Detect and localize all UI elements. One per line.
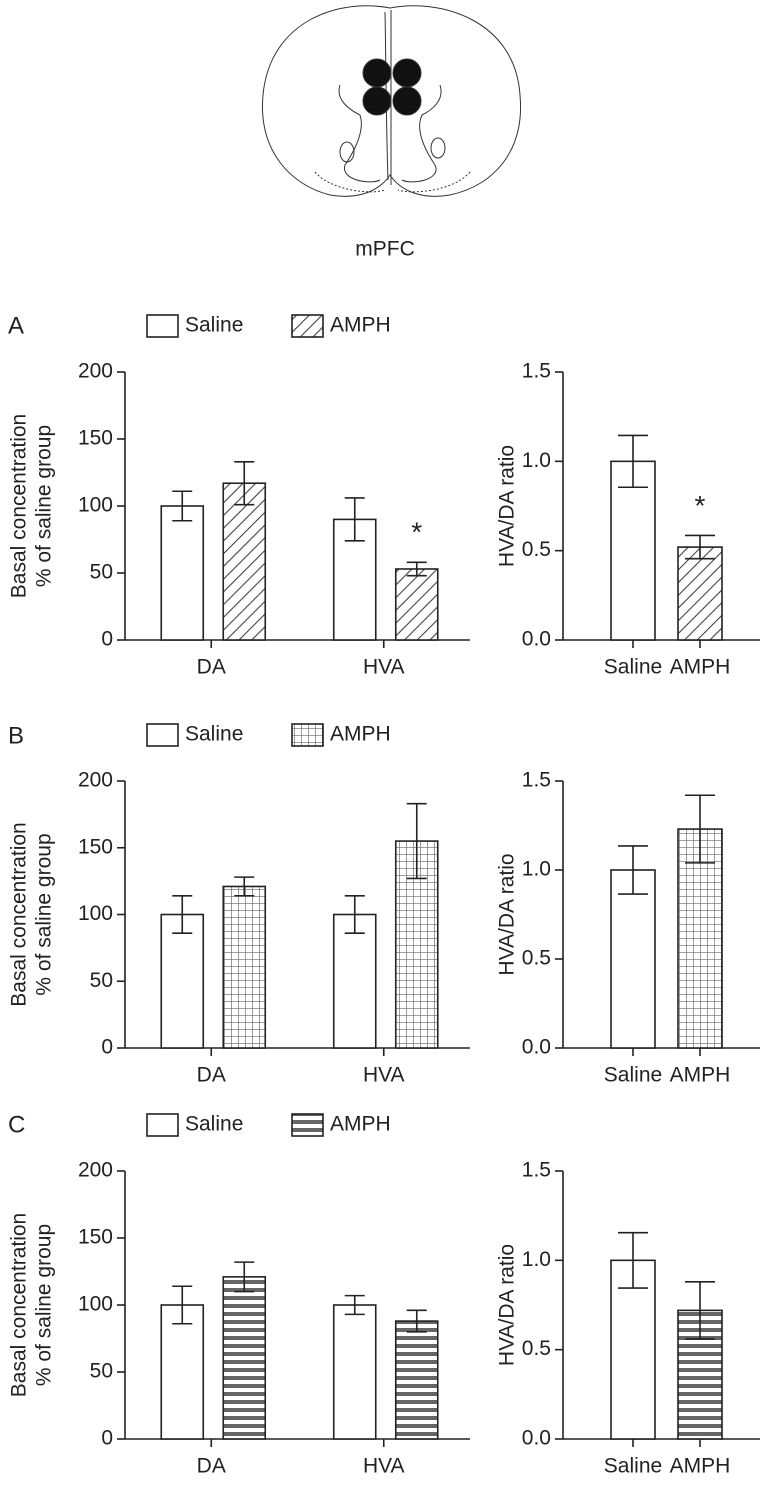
legend-swatch <box>146 723 179 747</box>
y-axis-label: Basal concentration <box>8 414 31 598</box>
legend-label: AMPH <box>330 1113 391 1136</box>
legend-label: AMPH <box>330 723 391 746</box>
y-axis-label: HVA/DA ratio <box>496 853 519 975</box>
legend-swatch <box>291 1113 324 1137</box>
bar <box>677 828 723 1049</box>
bar <box>160 1304 205 1440</box>
y-axis-label: % of saline group <box>33 833 56 995</box>
y-tick-label: 150 <box>78 427 113 450</box>
x-tick-label: Saline <box>604 1064 662 1087</box>
panel-letter: A <box>8 312 24 339</box>
x-tick-label: AMPH <box>670 656 731 679</box>
panel-letter: B <box>8 722 24 749</box>
x-tick-label: DA <box>197 1455 226 1478</box>
bar <box>677 546 723 641</box>
legend-swatch <box>146 314 179 338</box>
y-tick-label: 1.5 <box>522 360 551 383</box>
y-tick-label: 50 <box>90 1360 113 1383</box>
brain-diagram <box>262 5 522 197</box>
panel-letter: C <box>8 1111 25 1138</box>
bar <box>394 1320 439 1440</box>
bar <box>332 913 377 1049</box>
bar <box>332 1304 377 1440</box>
bar <box>610 869 656 1049</box>
bar <box>222 885 267 1049</box>
y-tick-label: 0.0 <box>522 1427 551 1450</box>
y-tick-label: 1.5 <box>522 769 551 792</box>
y-tick-label: 0 <box>101 628 113 651</box>
y-axis-label: % of saline group <box>33 425 56 587</box>
y-tick-label: 100 <box>78 494 113 517</box>
x-tick-label: Saline <box>604 1455 662 1478</box>
x-tick-label: HVA <box>363 1455 405 1478</box>
significance-label: * <box>695 490 706 521</box>
y-tick-label: 100 <box>78 902 113 925</box>
y-tick-label: 0.0 <box>522 1036 551 1059</box>
bar <box>160 913 205 1049</box>
y-tick-label: 0.5 <box>522 1337 551 1360</box>
y-tick-label: 150 <box>78 1226 113 1249</box>
x-tick-label: HVA <box>363 656 405 679</box>
x-tick-label: DA <box>197 1064 226 1087</box>
legend-label: Saline <box>185 1113 243 1136</box>
y-tick-label: 1.0 <box>522 449 551 472</box>
legend-swatch <box>291 723 324 747</box>
bar <box>394 568 439 641</box>
y-axis-label: Basal concentration <box>8 822 31 1006</box>
y-axis-label: HVA/DA ratio <box>496 445 519 567</box>
y-tick-label: 50 <box>90 969 113 992</box>
region-label: mPFC <box>355 238 415 261</box>
y-tick-label: 200 <box>78 1159 113 1182</box>
y-tick-label: 50 <box>90 561 113 584</box>
y-tick-label: 100 <box>78 1293 113 1316</box>
y-tick-label: 1.0 <box>522 1248 551 1271</box>
y-tick-label: 0.5 <box>522 538 551 561</box>
legend-label: AMPH <box>330 314 391 337</box>
x-tick-label: DA <box>197 656 226 679</box>
y-tick-label: 1.5 <box>522 1159 551 1182</box>
x-tick-label: Saline <box>604 656 662 679</box>
y-tick-label: 200 <box>78 360 113 383</box>
bar <box>160 505 205 641</box>
legend-swatch <box>146 1113 179 1137</box>
legend-label: Saline <box>185 314 243 337</box>
legend-label: Saline <box>185 723 243 746</box>
x-tick-label: AMPH <box>670 1064 731 1087</box>
y-tick-label: 1.0 <box>522 858 551 881</box>
x-tick-label: HVA <box>363 1064 405 1087</box>
bar <box>222 482 267 641</box>
y-tick-label: 0.5 <box>522 947 551 970</box>
y-tick-label: 200 <box>78 769 113 792</box>
y-axis-label: Basal concentration <box>8 1213 31 1397</box>
x-tick-label: AMPH <box>670 1455 731 1478</box>
y-tick-label: 0 <box>101 1036 113 1059</box>
y-tick-label: 0.0 <box>522 628 551 651</box>
y-axis-label: % of saline group <box>33 1224 56 1386</box>
y-tick-label: 0 <box>101 1427 113 1450</box>
bar <box>610 460 656 641</box>
y-tick-label: 150 <box>78 835 113 858</box>
y-axis-label: HVA/DA ratio <box>496 1244 519 1366</box>
bar <box>332 518 377 641</box>
significance-label: * <box>411 517 422 548</box>
bar <box>222 1276 267 1440</box>
legend-swatch <box>291 314 324 338</box>
